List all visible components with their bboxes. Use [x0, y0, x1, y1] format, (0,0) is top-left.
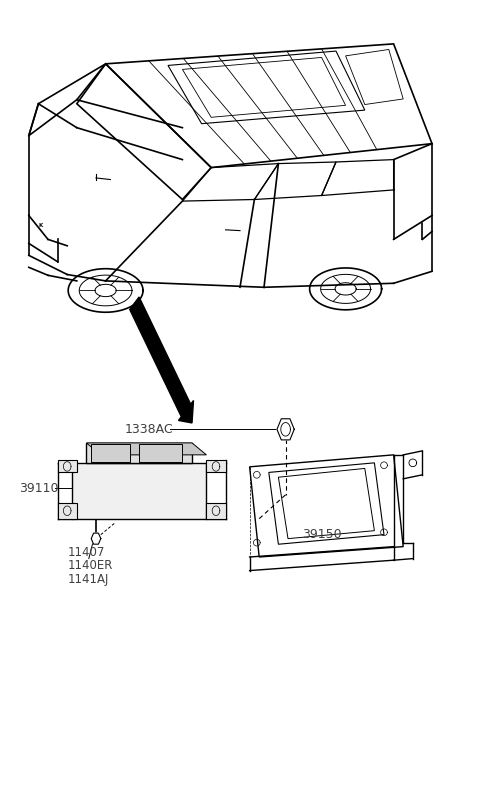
- Text: 39150: 39150: [302, 528, 342, 541]
- Polygon shape: [58, 503, 77, 519]
- Polygon shape: [86, 443, 192, 463]
- Polygon shape: [277, 419, 294, 440]
- Polygon shape: [91, 444, 130, 462]
- Polygon shape: [206, 460, 226, 472]
- Text: 11407: 11407: [67, 546, 105, 559]
- Text: 1141AJ: 1141AJ: [67, 573, 108, 586]
- Polygon shape: [58, 460, 77, 472]
- Polygon shape: [206, 503, 226, 519]
- Text: K: K: [39, 223, 43, 227]
- Polygon shape: [139, 444, 182, 462]
- Polygon shape: [86, 443, 206, 455]
- Text: 39110: 39110: [19, 482, 59, 495]
- FancyArrow shape: [130, 297, 193, 423]
- Polygon shape: [91, 533, 101, 544]
- Text: 1140ER: 1140ER: [67, 559, 113, 572]
- Text: 1338AC: 1338AC: [125, 423, 173, 436]
- Polygon shape: [72, 463, 206, 519]
